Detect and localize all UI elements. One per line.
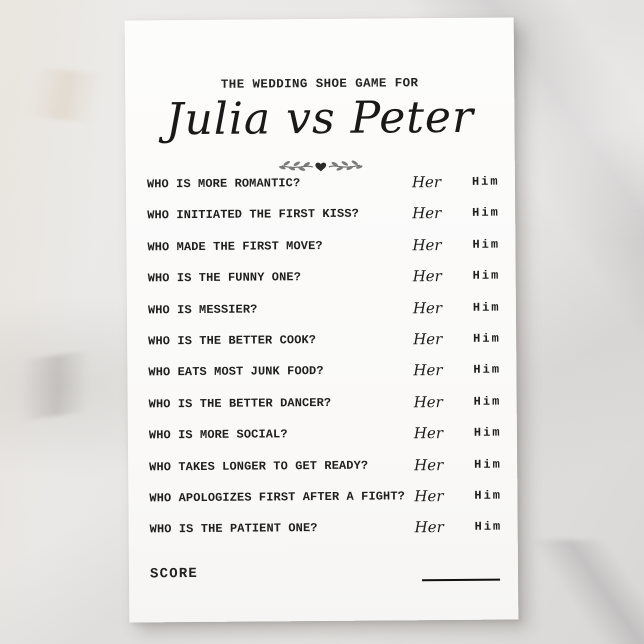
question-text: WHO IS MORE SOCIAL? [148,427,288,443]
her-option: Her [413,361,443,380]
question-text: WHO IS MORE ROMANTIC? [146,176,301,192]
her-option: Her [413,392,443,412]
question-text: WHO INITIATED THE FIRST KISS? [147,207,359,223]
wedding-shoe-game-card: THE WEDDING SHOE GAME FOR Julia vs Peter [124,17,519,623]
her-option: Her [412,204,442,223]
him-option: Him [472,300,501,315]
her-option: Her [412,267,442,286]
him-option: Him [473,362,502,378]
score-section: SCORE [150,561,502,594]
couple-names: Julia vs Peter [165,91,475,146]
him-option: Him [473,425,502,440]
her-option: Her [414,518,444,537]
question-text: WHO TAKES LONGER TO GET READY? [149,458,369,474]
score-blank-line [422,578,501,582]
him-option: Him [474,519,503,535]
question-row: WHO IS THE PATIENT ONE? Her Him [149,513,503,547]
question-text: WHO EATS MOST JUNK FOOD? [148,364,324,380]
question-text: WHO MADE THE FIRST MOVE? [147,238,323,255]
her-option: Her [412,298,443,317]
question-text: WHO IS THE FUNNY ONE? [147,270,302,286]
score-label: SCORE [149,565,199,583]
question-text: WHO IS THE BETTER COOK? [148,332,317,349]
marble-vein [0,63,133,127]
question-text: WHO IS THE BETTER DANCER? [148,395,332,412]
question-row: WHO TAKES LONGER TO GET READY? Her Him [149,450,502,484]
question-row: WHO APOLOGIZES FIRST AFTER A FIGHT? Her … [149,481,503,515]
her-option: Her [413,424,444,443]
marble-vein [520,540,644,644]
her-option: Her [413,330,443,349]
question-text: WHO APOLOGIZES FIRST AFTER A FIGHT? [149,489,405,506]
question-row: WHO MADE THE FIRST MOVE? Her Him [147,230,501,264]
heart-icon [314,162,326,172]
her-option: Her [411,173,442,192]
question-row: WHO EATS MOST JUNK FOOD? Her Him [148,356,502,390]
question-text: WHO IS THE PATIENT ONE? [149,521,318,537]
question-list: WHO IS MORE ROMANTIC? Her Him WHO INITIA… [147,168,502,547]
question-row: WHO IS MORE ROMANTIC? Her Him [146,168,500,202]
her-option: Her [414,486,444,506]
question-text: WHO IS MESSIER? [147,302,258,317]
him-option: Him [474,457,502,472]
question-row: WHO IS MORE SOCIAL? Her Him [148,419,502,453]
him-option: Him [474,488,503,503]
question-row: WHO IS THE FUNNY ONE? Her Him [147,262,501,296]
her-option: Her [412,235,442,255]
question-row: WHO IS THE BETTER COOK? Her Him [148,325,501,359]
him-option: Him [472,205,500,221]
her-option: Her [414,455,444,474]
him-option: Him [473,331,501,346]
him-option: Him [473,394,502,409]
laurel-heart-divider-icon [126,153,515,185]
question-row: WHO IS MESSIER? Her Him [147,293,501,327]
question-row: WHO IS THE BETTER DANCER? Her Him [148,387,502,421]
him-option: Him [472,268,501,283]
him-option: Him [472,237,501,252]
him-option: Him [471,174,500,189]
question-row: WHO INITIATED THE FIRST KISS? Her Him [147,199,500,233]
marble-vein [0,346,124,424]
